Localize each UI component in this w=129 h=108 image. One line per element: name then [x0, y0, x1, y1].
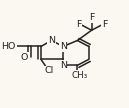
- Text: N: N: [60, 42, 67, 51]
- Text: N: N: [48, 36, 55, 45]
- Text: N: N: [60, 61, 67, 70]
- Text: F: F: [76, 20, 81, 29]
- Text: Cl: Cl: [44, 66, 53, 75]
- Text: CH₃: CH₃: [71, 71, 87, 80]
- Text: HO: HO: [2, 42, 16, 51]
- Text: F: F: [89, 13, 94, 22]
- Text: O: O: [21, 53, 28, 62]
- Text: F: F: [102, 20, 107, 29]
